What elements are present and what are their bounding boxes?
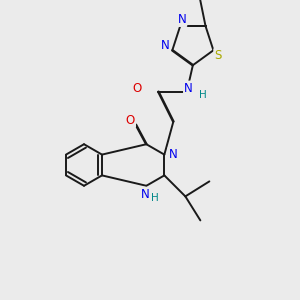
Text: N: N (140, 188, 149, 201)
Text: N: N (161, 39, 170, 52)
Text: N: N (168, 148, 177, 161)
Text: N: N (178, 13, 186, 26)
Text: H: H (199, 90, 206, 100)
Text: H: H (152, 194, 159, 203)
Text: O: O (133, 82, 142, 95)
Text: S: S (214, 49, 222, 62)
Text: O: O (126, 114, 135, 127)
Text: N: N (184, 82, 193, 94)
